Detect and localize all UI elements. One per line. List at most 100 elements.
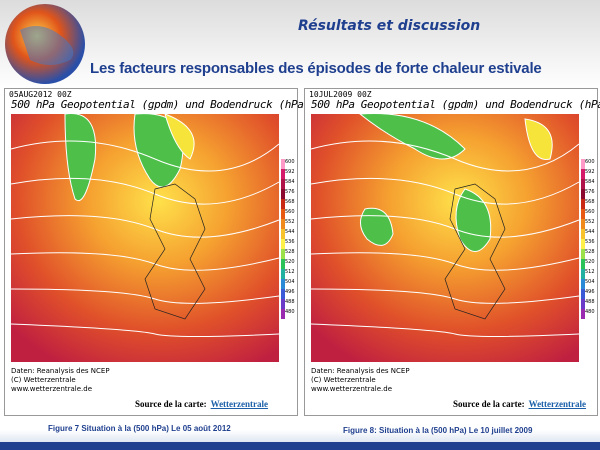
colorbar-swatch bbox=[581, 159, 585, 169]
colorbar-label: 528 bbox=[285, 249, 295, 255]
colorbar-swatch bbox=[281, 199, 285, 209]
contour-line bbox=[10, 288, 280, 304]
map-image bbox=[10, 113, 285, 362]
map-image bbox=[310, 112, 585, 362]
pressure-area bbox=[360, 207, 394, 246]
colorbar-label: 560 bbox=[585, 209, 595, 215]
colorbar-label: 576 bbox=[285, 189, 295, 195]
weather-map: 05AUG2012 00Z 500 hPa Geopotential (gpdm)… bbox=[4, 88, 310, 416]
colorbar-swatch bbox=[581, 299, 585, 309]
map-source: Source de la carte: Wetterzentrale bbox=[453, 399, 586, 409]
colorbar-label: 536 bbox=[585, 239, 595, 245]
colorbar-swatch bbox=[581, 269, 585, 279]
map-title: 500 hPa Geopotential (gpdm) und Bodendru… bbox=[311, 98, 600, 111]
contour-line bbox=[310, 288, 580, 304]
colorbar-swatch bbox=[281, 309, 285, 319]
colorbar-label: 496 bbox=[285, 289, 295, 295]
colorbar-swatch bbox=[281, 209, 285, 219]
colorbar-swatch bbox=[281, 259, 285, 269]
colorbar-swatch bbox=[281, 179, 285, 189]
map-date: 10JUL2009 00Z bbox=[309, 90, 372, 99]
figure-caption: Figure 7 Situation à la (500 hPa) Le 05 … bbox=[48, 424, 231, 433]
colorbar-swatch bbox=[581, 249, 585, 259]
colorbar-label: 504 bbox=[585, 279, 595, 285]
source-link[interactable]: Wetterzentrale bbox=[210, 399, 269, 409]
colorbar-label: 600 bbox=[585, 159, 595, 165]
contour-line bbox=[310, 177, 580, 205]
colorbar-label: 560 bbox=[285, 209, 295, 215]
colorbar-swatch bbox=[581, 259, 585, 269]
colorbar-swatch bbox=[281, 189, 285, 199]
colorbar-swatch bbox=[581, 169, 585, 179]
pressure-area bbox=[358, 112, 466, 160]
coastline bbox=[144, 183, 206, 320]
colorbar-label: 544 bbox=[285, 229, 295, 235]
contour-line bbox=[10, 177, 280, 205]
colorbar-swatch bbox=[281, 229, 285, 239]
footer-bar bbox=[0, 442, 600, 450]
globe-icon bbox=[5, 4, 85, 84]
colorbar-swatch bbox=[281, 279, 285, 289]
colorbar-labels: 600 592 584 576 568 560 552 544 536 528 520 512 504 4… bbox=[585, 157, 595, 317]
pressure-area bbox=[164, 113, 195, 160]
colorbar-label: 520 bbox=[585, 259, 595, 265]
contour-line bbox=[310, 323, 580, 337]
map-date: 05AUG2012 00Z bbox=[9, 90, 72, 99]
colorbar-label: 544 bbox=[585, 229, 595, 235]
colorbar-label: 552 bbox=[585, 219, 595, 225]
colorbar-swatch bbox=[581, 199, 585, 209]
contour-line bbox=[10, 140, 280, 172]
colorbar-label: 512 bbox=[285, 269, 295, 275]
colorbar-swatch bbox=[281, 269, 285, 279]
colorbar-label: 480 bbox=[285, 309, 295, 315]
colorbar-label: 488 bbox=[285, 299, 295, 305]
colorbar-labels: 600 592 584 576 568 560 552 544 536 528 520 512 504 4… bbox=[285, 157, 295, 317]
map-credit: www.wetterzentrale.de bbox=[311, 385, 393, 393]
weather-map: 10JUL2009 00Z 500 hPa Geopotential (gpdm)… bbox=[304, 88, 600, 416]
colorbar-label: 480 bbox=[585, 309, 595, 315]
map-credit: Daten: Reanalysis des NCEP bbox=[311, 367, 410, 375]
colorbar-swatch bbox=[581, 289, 585, 299]
colorbar-swatch bbox=[281, 249, 285, 259]
slide-title: Les facteurs responsables des épisodes d… bbox=[90, 60, 542, 77]
contour-line bbox=[310, 140, 580, 172]
source-label: Source de la carte: bbox=[135, 399, 207, 409]
colorbar-label: 520 bbox=[285, 259, 295, 265]
section-header: Résultats et discussion bbox=[298, 18, 481, 34]
colorbar-label: 552 bbox=[285, 219, 295, 225]
map-credit: Daten: Reanalysis des NCEP bbox=[11, 367, 110, 375]
colorbar-label: 584 bbox=[285, 179, 295, 185]
colorbar-label: 528 bbox=[585, 249, 595, 255]
colorbar-swatch bbox=[581, 209, 585, 219]
colorbar-swatch bbox=[581, 229, 585, 239]
source-link[interactable]: Wetterzentrale bbox=[528, 399, 587, 409]
colorbar-label: 592 bbox=[585, 169, 595, 175]
colorbar-label: 568 bbox=[285, 199, 295, 205]
colorbar-label: 536 bbox=[285, 239, 295, 245]
colorbar-label: 488 bbox=[585, 299, 595, 305]
map-credit: (C) Wetterzentrale bbox=[11, 376, 76, 384]
contour-line bbox=[10, 323, 280, 337]
pressure-area bbox=[524, 118, 553, 160]
colorbar-swatch bbox=[581, 309, 585, 319]
colorbar-swatch bbox=[281, 169, 285, 179]
colorbar-swatch bbox=[581, 179, 585, 189]
colorbar-label: 600 bbox=[285, 159, 295, 165]
source-label: Source de la carte: bbox=[453, 399, 525, 409]
colorbar-swatch bbox=[581, 279, 585, 289]
colorbar-swatch bbox=[581, 239, 585, 249]
colorbar-label: 576 bbox=[585, 189, 595, 195]
map-source: Source de la carte: Wetterzentrale bbox=[135, 399, 268, 409]
colorbar-swatch bbox=[281, 239, 285, 249]
colorbar-label: 496 bbox=[585, 289, 595, 295]
map-credit: www.wetterzentrale.de bbox=[11, 385, 93, 393]
coastline bbox=[444, 183, 506, 320]
colorbar-swatch bbox=[581, 189, 585, 199]
figure-caption: Figure 8: Situation à la (500 hPa) Le 10… bbox=[343, 426, 533, 435]
colorbar-label: 592 bbox=[285, 169, 295, 175]
colorbar-label: 504 bbox=[285, 279, 295, 285]
colorbar-label: 584 bbox=[585, 179, 595, 185]
map-credit: (C) Wetterzentrale bbox=[311, 376, 376, 384]
colorbar-swatch bbox=[281, 219, 285, 229]
